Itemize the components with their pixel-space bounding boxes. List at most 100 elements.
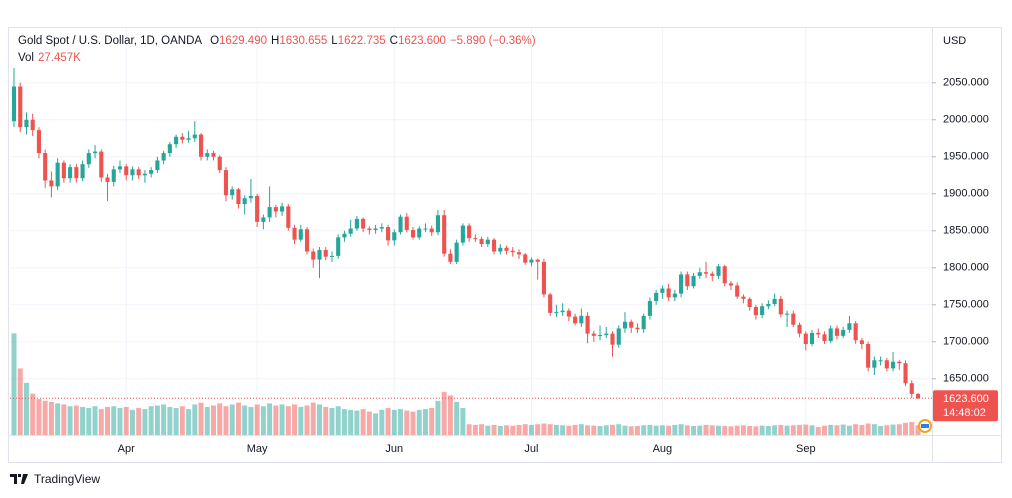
candle-body [149,170,154,174]
candle-body [286,206,291,228]
volume-bar [217,403,223,435]
candle-body [809,332,815,344]
candle-body [429,228,434,233]
volume-bar [784,425,790,435]
candle-body [666,288,671,298]
volume-bar [903,422,909,435]
volume-bar [516,424,522,435]
candle-body [298,229,303,240]
candle-body [529,259,534,263]
volume-bar [341,409,347,435]
volume-bar [884,425,890,435]
candle-body [417,228,422,238]
last-price-label: 1623.600 [943,393,989,405]
volume-bar [765,426,771,435]
candle-body [591,333,596,336]
candle-body [859,340,864,344]
volume-bar [111,406,117,435]
volume-bar [865,423,871,435]
volume-bar [67,406,73,435]
candle-body [261,217,266,222]
volume-bar [98,409,104,435]
candle-body [111,169,116,182]
y-tick-label: 1800.000 [943,262,989,274]
candle-body [410,230,416,238]
volume-bar [709,425,715,435]
candle-body [797,324,802,334]
y-tick-label: 2050.000 [943,77,989,89]
volume-bar [192,404,198,435]
candle-body [735,285,740,297]
candle-body [454,242,459,262]
last-price-box [933,390,998,422]
candle-body [124,166,129,176]
candle-body [803,333,808,344]
volume-bar [510,425,516,435]
event-marker-flag [921,424,929,428]
candle-body [386,227,391,241]
y-tick-label: 1650.000 [943,373,989,385]
candle-body [273,207,278,212]
candle-body [117,166,123,170]
volume-bar [42,400,48,435]
volume-bar [572,424,578,435]
volume-bar [915,425,921,435]
candle-body [80,164,85,179]
candle-body [236,189,241,205]
candle-body [92,151,98,154]
volume-bar [23,382,29,435]
candle-body [703,272,709,274]
volume-bar [753,426,759,435]
candle-body [629,321,634,328]
volume-bar [578,424,584,435]
countdown-label: 14:48:02 [943,407,986,419]
volume-bar [697,425,703,435]
volume-bar [260,406,266,435]
volume-bar [186,409,192,435]
candle-body [354,218,359,229]
volume-bar [304,405,310,435]
candle-body [516,252,522,255]
candle-body [136,169,141,176]
candle-body [467,225,472,239]
volume-bar [422,409,428,435]
candle-body [105,177,110,182]
volume-bar [479,424,485,435]
ohlc-value: 1629.490 [219,35,267,47]
candle-body [379,227,384,229]
volume-bar [772,425,778,435]
candle-body [604,333,609,336]
candle-body [866,343,871,368]
volume-bar [36,399,42,435]
candle-body [99,151,104,178]
volume-bar [204,406,210,435]
volume-bar [491,424,497,435]
volume-bar [117,408,123,435]
candle-body [841,329,846,336]
legend-volume: Vol 27.457K [18,52,81,64]
volume-bar [535,424,541,435]
candle-body [74,167,79,179]
candle-body [323,250,328,257]
volume-bar [722,426,728,435]
volume-bar [778,424,784,435]
candle-body [523,254,528,263]
volume-bar [410,411,416,435]
volume-bar [622,425,628,435]
candle-body [616,328,621,345]
footer[interactable]: TradingView [10,472,100,486]
candle-body [778,298,783,315]
x-tick-label: Jun [385,443,403,455]
change: −5.890 (−0.36%) [449,35,536,47]
ohlc-key: H [271,35,280,47]
volume-bar [560,425,566,435]
candle-body [485,239,490,245]
candle-body [679,274,684,294]
legend-main: Gold Spot / U.S. Dollar, 1D, OANDA O1629… [18,35,536,47]
volume-bar [316,404,322,435]
candle-body [685,274,690,287]
candle-body [834,328,840,336]
y-tick-label: 1850.000 [943,225,989,237]
volume-bar [466,424,472,435]
